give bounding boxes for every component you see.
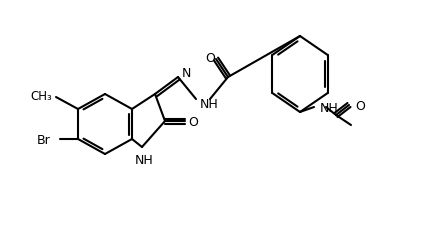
Text: N: N bbox=[182, 66, 191, 79]
Text: NH: NH bbox=[320, 101, 339, 114]
Text: O: O bbox=[205, 51, 215, 64]
Text: CH₃: CH₃ bbox=[30, 89, 52, 102]
Text: Br: Br bbox=[36, 133, 50, 146]
Text: NH: NH bbox=[200, 97, 219, 110]
Text: NH: NH bbox=[135, 154, 153, 167]
Text: O: O bbox=[188, 115, 198, 128]
Text: O: O bbox=[355, 99, 365, 112]
